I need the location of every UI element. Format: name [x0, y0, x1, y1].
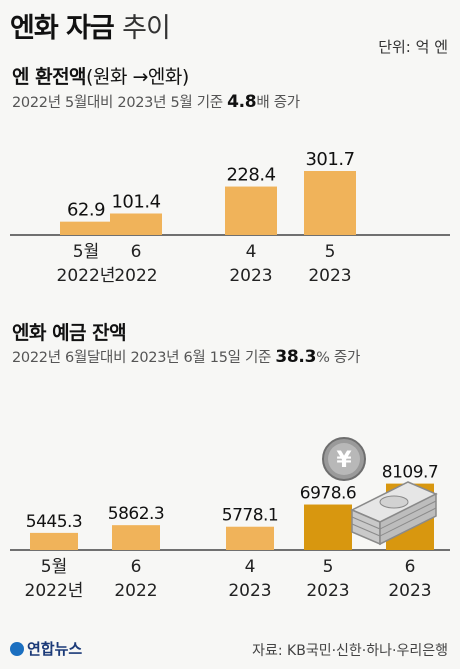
- section1-subtitle-suffix: 배 증가: [256, 95, 300, 111]
- svg-text:¥: ¥: [336, 448, 352, 473]
- deposit-value-label: 5445.3: [26, 512, 82, 532]
- exchange-tick-label: 2023: [229, 266, 272, 286]
- exchange-tick-label: 2022년: [57, 266, 116, 286]
- yonhap-logo: 연합뉴스: [10, 638, 82, 659]
- exchange-value-label: 228.4: [226, 165, 275, 186]
- section2-subtitle: 2022년 6월달대비 2023년 6월 15일 기준 38.3% 증가: [12, 346, 360, 367]
- source-note: 자료: KB국민·신한·하나·우리은행: [252, 643, 448, 659]
- exchange-value-label: 101.4: [111, 191, 160, 212]
- deposit-bar: [304, 504, 352, 550]
- exchange-bar-chart: 62.9 5월 2022년 101.4 6 2022 228.4 4 2023 301.7 5 202…: [10, 149, 450, 286]
- banknote-stack-icon: [350, 481, 438, 546]
- deposit-tick-label: 5월: [41, 557, 67, 577]
- deposit-tick-label: 6: [131, 557, 142, 577]
- exchange-tick-label: 5: [325, 242, 336, 262]
- exchange-tick-label: 5월: [73, 242, 99, 262]
- logo-text: 연합뉴스: [27, 640, 83, 658]
- deposit-tick-label: 2023: [388, 581, 431, 601]
- section1-subtitle: 2022년 5월대비 2023년 5월 기준 4.8배 증가: [12, 91, 300, 112]
- logo-mark-icon: [10, 642, 24, 656]
- section1-subtitle-prefix: 2022년 5월대비 2023년 5월 기준: [12, 95, 223, 111]
- deposit-bar: [30, 532, 78, 550]
- title-bold: 엔화 자금: [10, 13, 115, 44]
- exchange-tick-label: 2023: [308, 266, 351, 286]
- deposit-tick-label: 2023: [306, 581, 349, 601]
- section1-title-main: 엔 환전액: [12, 66, 87, 88]
- exchange-tick-label: 2022: [114, 266, 157, 286]
- section2-subtitle-suffix: % 증가: [316, 350, 360, 366]
- deposit-tick-label: 2022: [114, 581, 157, 601]
- exchange-bar: [304, 171, 356, 235]
- yen-coin-icon: ¥: [322, 437, 366, 481]
- deposit-tick-label: 2022년: [25, 581, 84, 601]
- exchange-bar: [225, 186, 277, 235]
- deposit-tick-label: 4: [245, 557, 256, 577]
- exchange-tick-label: 4: [246, 242, 257, 262]
- exchange-bar: [110, 213, 162, 235]
- section1-subtitle-value: 4.8: [227, 92, 257, 112]
- exchange-tick-label: 6: [131, 242, 142, 262]
- page-title: 엔화 자금 추이: [10, 6, 171, 45]
- section2-title: 엔화 예금 잔액: [12, 322, 127, 344]
- section2-subtitle-value: 38.3: [275, 347, 317, 367]
- exchange-value-label: 62.9: [67, 200, 105, 221]
- section2-subtitle-prefix: 2022년 6월달대비 2023년 6월 15일 기준: [12, 350, 272, 366]
- section1-title: 엔 환전액(원화 →엔화): [12, 62, 189, 89]
- deposit-value-label: 8109.7: [382, 463, 438, 483]
- deposit-bar: [112, 525, 160, 550]
- deposit-bar-chart: ¥ 5445.3 5월 2022년 5862.3 6 2022 5778.1 4 2023 697…: [10, 437, 450, 601]
- deposit-value-label: 5862.3: [108, 504, 164, 524]
- deposit-tick-label: 5: [323, 557, 334, 577]
- exchange-value-label: 301.7: [305, 149, 354, 170]
- section1-title-paren: (원화 →엔화): [86, 66, 189, 88]
- deposit-tick-label: 6: [405, 557, 416, 577]
- title-light: 추이: [122, 13, 171, 44]
- deposit-bar: [226, 526, 274, 550]
- deposit-value-label: 5778.1: [222, 506, 278, 526]
- exchange-bar: [60, 221, 112, 235]
- deposit-value-label: 6978.6: [300, 484, 356, 504]
- deposit-tick-label: 2023: [228, 581, 271, 601]
- unit-label: 단위: 억 엔: [378, 38, 448, 56]
